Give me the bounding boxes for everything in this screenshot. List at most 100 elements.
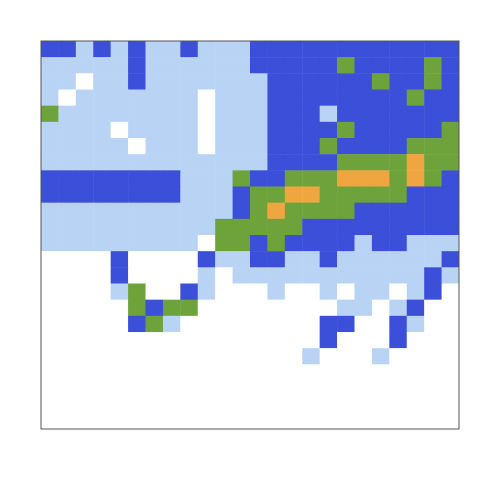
cell — [163, 284, 181, 301]
cell — [41, 138, 59, 155]
cell — [302, 57, 320, 74]
cell — [163, 235, 181, 252]
cell — [407, 187, 425, 204]
cells — [41, 41, 459, 429]
cell — [442, 381, 459, 398]
cell — [389, 381, 407, 398]
cell — [146, 122, 164, 139]
cell — [93, 397, 111, 414]
cell — [163, 267, 181, 284]
cell — [250, 348, 268, 365]
cell — [128, 106, 146, 123]
cell — [146, 106, 164, 123]
cell — [93, 203, 111, 220]
cell — [302, 106, 320, 123]
cell — [320, 57, 338, 74]
cell — [355, 332, 373, 349]
cell — [320, 267, 338, 284]
cell — [372, 122, 390, 139]
cell — [285, 170, 303, 187]
cell — [424, 397, 442, 414]
cell — [233, 106, 251, 123]
cell — [146, 138, 164, 155]
cell — [337, 219, 355, 236]
cell — [337, 348, 355, 365]
cell — [233, 187, 251, 204]
cell — [267, 397, 285, 414]
cell — [76, 138, 94, 155]
cell — [93, 154, 111, 171]
cell — [389, 267, 407, 284]
cell — [76, 413, 94, 429]
cell — [442, 57, 459, 74]
cell — [372, 106, 390, 123]
cell — [180, 267, 198, 284]
cell — [285, 219, 303, 236]
cell — [76, 348, 94, 365]
cell — [58, 251, 76, 268]
cell — [215, 381, 233, 398]
cell — [128, 251, 146, 268]
cell — [215, 106, 233, 123]
cell — [198, 267, 216, 284]
cell — [372, 413, 390, 429]
cell — [198, 381, 216, 398]
cell — [146, 170, 164, 187]
cell — [41, 381, 59, 398]
cell — [407, 138, 425, 155]
cell — [302, 251, 320, 268]
cell — [372, 316, 390, 333]
cell — [111, 316, 129, 333]
cell — [442, 348, 459, 365]
cell — [180, 219, 198, 236]
cell — [389, 41, 407, 58]
cell — [372, 300, 390, 317]
cell — [302, 154, 320, 171]
cell — [128, 284, 146, 301]
cell — [198, 203, 216, 220]
cell — [111, 381, 129, 398]
cell — [250, 122, 268, 139]
cell — [337, 316, 355, 333]
cell — [389, 57, 407, 74]
cell — [163, 106, 181, 123]
cell — [41, 90, 59, 107]
cell — [407, 90, 425, 107]
cell — [76, 332, 94, 349]
cell — [372, 41, 390, 58]
cell — [58, 381, 76, 398]
cell — [267, 203, 285, 220]
cell — [93, 381, 111, 398]
cell — [76, 284, 94, 301]
cell — [337, 154, 355, 171]
cell — [58, 187, 76, 204]
cell — [93, 122, 111, 139]
cell — [58, 348, 76, 365]
cell — [233, 300, 251, 317]
cell — [41, 219, 59, 236]
cell — [146, 397, 164, 414]
cell — [302, 397, 320, 414]
cell — [407, 122, 425, 139]
cell — [58, 154, 76, 171]
cell — [215, 154, 233, 171]
cell — [355, 251, 373, 268]
cell — [285, 381, 303, 398]
cell — [146, 300, 164, 317]
cell — [285, 284, 303, 301]
cell — [355, 235, 373, 252]
cell — [424, 106, 442, 123]
cell — [76, 235, 94, 252]
cell — [41, 106, 59, 123]
cell — [163, 397, 181, 414]
cell — [320, 203, 338, 220]
cell — [58, 316, 76, 333]
cell — [198, 138, 216, 155]
cell — [389, 187, 407, 204]
cell — [372, 235, 390, 252]
cell — [233, 122, 251, 139]
cell — [389, 203, 407, 220]
cell — [215, 348, 233, 365]
cell — [355, 41, 373, 58]
cell — [163, 154, 181, 171]
